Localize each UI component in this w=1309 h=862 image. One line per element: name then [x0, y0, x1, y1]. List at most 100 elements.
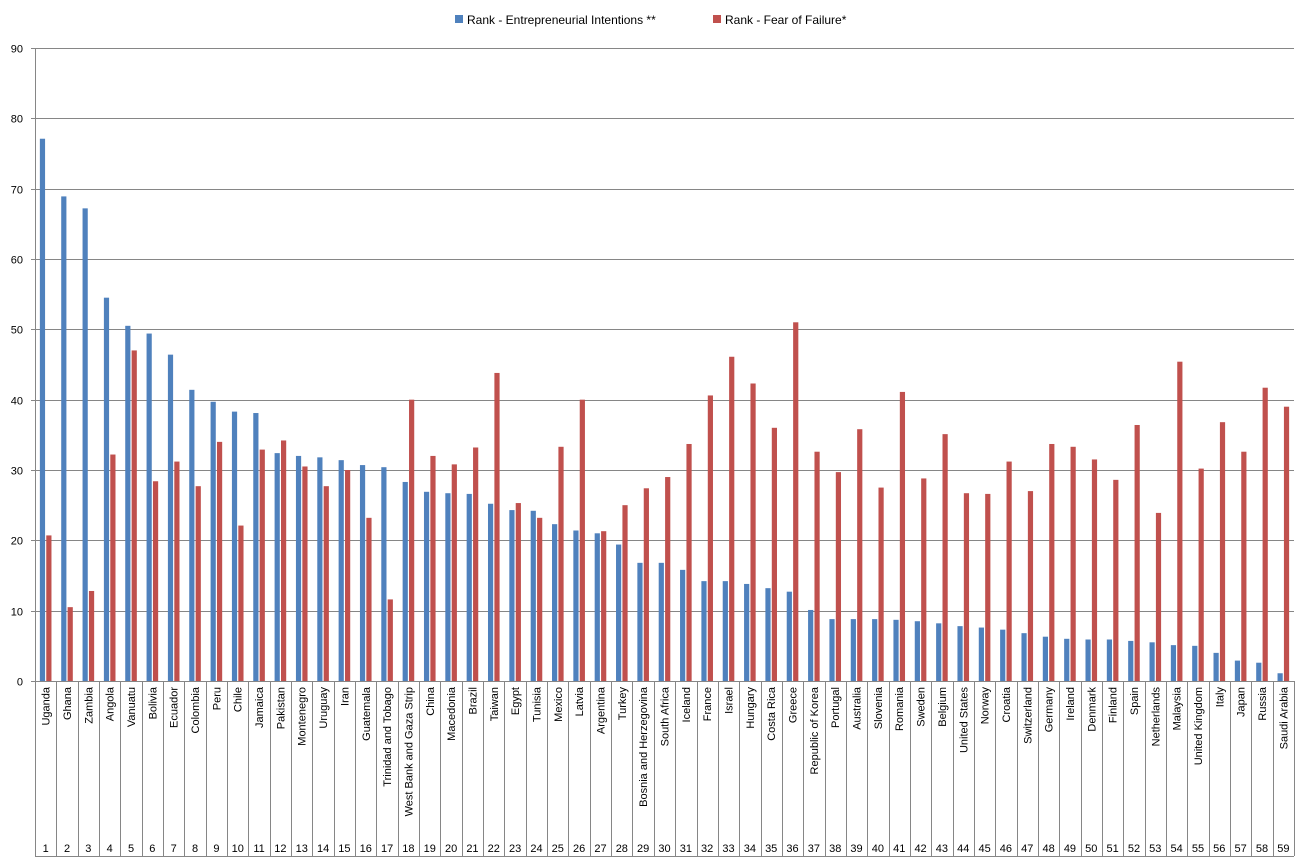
y-tick-label: 50	[11, 325, 23, 337]
x-category-label: Iceland	[681, 687, 693, 722]
bar-fear-of-failure	[1006, 461, 1012, 681]
bar-entrepreneurial-intentions	[253, 413, 259, 681]
category-labels: Uganda 1 Ghana 2 Zambia 3 Angola 4 Vanuatu 5 Boliv…	[41, 686, 1291, 855]
x-category-number: 54	[1171, 843, 1183, 855]
x-category-number: 48	[1042, 843, 1054, 855]
bar-fear-of-failure	[174, 461, 180, 681]
bar-entrepreneurial-intentions	[1064, 638, 1070, 681]
bar-entrepreneurial-intentions	[808, 609, 814, 681]
x-category-label: Russia	[1257, 686, 1269, 721]
x-category-label: Brazil	[467, 687, 479, 715]
y-tick-label: 90	[11, 44, 23, 56]
x-category-number: 14	[317, 843, 329, 855]
bar-entrepreneurial-intentions	[509, 510, 515, 681]
x-category-label: Ecuador	[169, 687, 181, 728]
x-category-label: Angola	[105, 686, 117, 721]
bar-entrepreneurial-intentions	[445, 493, 451, 681]
bar-entrepreneurial-intentions	[872, 619, 878, 681]
x-category-label: Denmark	[1086, 687, 1098, 732]
x-category-label: Montenegro	[297, 687, 309, 746]
bar-entrepreneurial-intentions	[530, 510, 536, 681]
x-category-number: 12	[274, 843, 286, 855]
bar-entrepreneurial-intentions	[829, 619, 835, 681]
x-category-number: 52	[1128, 843, 1140, 855]
bar-entrepreneurial-intentions	[722, 581, 728, 681]
x-category-label: Ghana	[62, 686, 74, 720]
bar-fear-of-failure	[302, 466, 308, 681]
x-category-number: 58	[1256, 843, 1268, 855]
bar-entrepreneurial-intentions	[1085, 639, 1091, 681]
x-category-number: 46	[1000, 843, 1012, 855]
x-category-label: Finland	[1108, 687, 1120, 723]
x-category-number: 17	[381, 843, 393, 855]
bar-fear-of-failure	[707, 395, 713, 681]
y-tick-label: 60	[11, 255, 23, 267]
bar-fear-of-failure	[152, 481, 159, 681]
x-category-number: 26	[573, 843, 585, 855]
x-category-number: 50	[1085, 843, 1097, 855]
x-category-number: 57	[1235, 843, 1247, 855]
bar-entrepreneurial-intentions	[744, 583, 750, 681]
x-category-number: 44	[957, 843, 969, 855]
x-category-label: Vanuatu	[126, 687, 138, 727]
x-category-label: Argentina	[595, 686, 607, 734]
bar-fear-of-failure	[345, 470, 351, 681]
bar-entrepreneurial-intentions	[1256, 662, 1262, 681]
bar-fear-of-failure	[622, 505, 628, 681]
x-category-number: 23	[509, 843, 521, 855]
bar-fear-of-failure	[515, 503, 521, 681]
bar-entrepreneurial-intentions	[594, 533, 600, 681]
bar-fear-of-failure	[131, 350, 137, 681]
x-category-label: Norway	[980, 687, 992, 725]
x-category-number: 6	[149, 843, 155, 855]
bar-fear-of-failure	[409, 399, 415, 681]
x-category-label: Uruguay	[318, 687, 330, 729]
bar-entrepreneurial-intentions	[616, 544, 622, 681]
y-tick-label: 80	[11, 114, 23, 126]
bar-entrepreneurial-intentions	[573, 530, 579, 681]
x-category-number: 59	[1277, 843, 1289, 855]
x-category-label: Jamaica	[254, 686, 266, 728]
x-category-number: 16	[360, 843, 372, 855]
bar-fear-of-failure	[857, 429, 863, 681]
x-category-label: Australia	[852, 686, 864, 730]
y-tick-label: 10	[11, 607, 23, 619]
x-category-label: Republic of Korea	[809, 686, 821, 774]
x-category-number: 4	[107, 843, 113, 855]
bar-fear-of-failure	[963, 493, 970, 681]
x-category-label: Peru	[211, 687, 223, 710]
bar-entrepreneurial-intentions	[701, 581, 707, 681]
x-category-label: Italy	[1214, 687, 1226, 708]
x-category-number: 19	[424, 843, 436, 855]
x-category-label: Belgium	[937, 687, 949, 727]
x-category-number: 41	[893, 843, 905, 855]
bar-fear-of-failure	[238, 525, 244, 681]
x-category-label: Spain	[1129, 687, 1141, 715]
bar-fear-of-failure	[1091, 459, 1098, 681]
bar-entrepreneurial-intentions	[893, 619, 899, 681]
bar-fear-of-failure	[1219, 422, 1226, 681]
x-category-number: 5	[128, 843, 134, 855]
x-category-number: 1	[43, 843, 49, 855]
bar-entrepreneurial-intentions	[210, 401, 216, 681]
x-category-label: West Bank and Gaza Strip	[403, 687, 415, 816]
x-category-label: Netherlands	[1150, 687, 1162, 747]
bar-entrepreneurial-intentions	[167, 354, 174, 681]
x-category-number: 27	[594, 843, 606, 855]
x-category-number: 51	[1106, 843, 1118, 855]
x-category-number: 38	[829, 843, 841, 855]
legend-label-fear-of-failure: Rank - Fear of Failure*	[725, 13, 847, 27]
x-category-number: 29	[637, 843, 649, 855]
bar-fear-of-failure	[835, 472, 842, 681]
bar-entrepreneurial-intentions	[402, 481, 408, 681]
x-category-label: Bosnia and Herzegovina	[638, 686, 650, 807]
x-category-label: Chile	[233, 687, 245, 712]
x-category-number: 33	[722, 843, 734, 855]
bar-entrepreneurial-intentions	[317, 457, 323, 681]
bar-entrepreneurial-intentions	[82, 208, 88, 682]
x-category-label: Japan	[1236, 687, 1248, 717]
bar-entrepreneurial-intentions	[231, 411, 238, 681]
legend-label-entrepreneurial-intentions: Rank - Entrepreneurial Intentions **	[467, 13, 656, 27]
bar-entrepreneurial-intentions	[1021, 633, 1027, 681]
x-category-number: 34	[744, 843, 756, 855]
